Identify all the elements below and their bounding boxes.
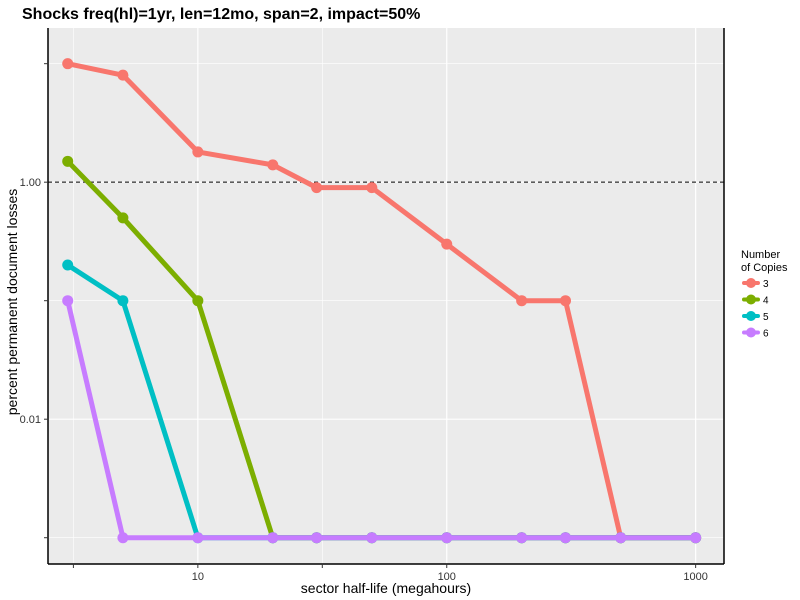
x-tick-label: 100 xyxy=(438,571,456,583)
series-point-3 xyxy=(62,58,74,70)
legend-title-line-1: Number xyxy=(741,249,780,261)
series-point-6 xyxy=(311,532,323,544)
legend: Number of Copies 3 4 5 6 xyxy=(741,249,788,340)
x-axis-title: sector half-life (megahours) xyxy=(301,580,471,596)
series-point-6 xyxy=(192,532,204,544)
legend-key-point xyxy=(746,294,756,305)
series-6 xyxy=(62,295,702,544)
series-point-6 xyxy=(366,532,378,544)
series-point-6 xyxy=(559,532,571,544)
legend-key-point xyxy=(746,278,756,288)
series-point-3 xyxy=(311,182,323,194)
series-point-5 xyxy=(117,295,129,307)
series-point-3 xyxy=(117,69,129,81)
legend-item-3: 3 xyxy=(742,278,769,290)
series-point-4 xyxy=(117,212,129,224)
legend-item-4: 4 xyxy=(742,294,769,307)
y-tick-label: 1.00 xyxy=(20,177,41,189)
series-point-6 xyxy=(62,295,74,307)
y-axis-title: percent permanent document losses xyxy=(4,189,20,415)
series-point-3 xyxy=(559,295,571,307)
series-layer xyxy=(62,58,702,544)
chart-title: Shocks freq(hl)=1yr, len=12mo, span=2, i… xyxy=(22,6,420,23)
series-point-6 xyxy=(267,532,279,544)
series-point-3 xyxy=(441,238,453,250)
legend-label: 5 xyxy=(763,312,769,323)
x-tick-label: 1000 xyxy=(683,571,707,583)
legend-label: 6 xyxy=(763,329,769,340)
legend-items: 3 4 5 6 xyxy=(742,278,769,340)
series-point-5 xyxy=(62,259,74,271)
axis-ticks xyxy=(44,63,697,568)
legend-item-5: 5 xyxy=(742,311,769,323)
series-point-3 xyxy=(192,146,204,158)
series-point-6 xyxy=(117,532,129,544)
legend-title-line-2: of Copies xyxy=(741,262,788,274)
legend-key-point xyxy=(746,327,756,338)
y-tick-label: 0.01 xyxy=(20,414,41,426)
series-point-3 xyxy=(366,182,378,194)
legend-label: 4 xyxy=(763,296,769,307)
series-point-6 xyxy=(615,532,627,544)
series-point-4 xyxy=(62,155,74,167)
legend-item-6: 6 xyxy=(742,327,769,340)
series-3 xyxy=(62,58,702,544)
legend-key-point xyxy=(746,311,756,321)
axis-tick-labels: 10 100 1000 0.01 1.00 xyxy=(20,177,708,583)
plot-panel xyxy=(48,28,724,564)
x-tick-label: 10 xyxy=(192,571,204,583)
series-point-6 xyxy=(516,532,528,544)
series-point-3 xyxy=(267,159,279,171)
series-point-3 xyxy=(516,295,528,307)
series-point-4 xyxy=(192,295,204,307)
series-point-6 xyxy=(441,532,453,544)
legend-label: 3 xyxy=(763,279,769,290)
series-point-6 xyxy=(690,532,702,544)
